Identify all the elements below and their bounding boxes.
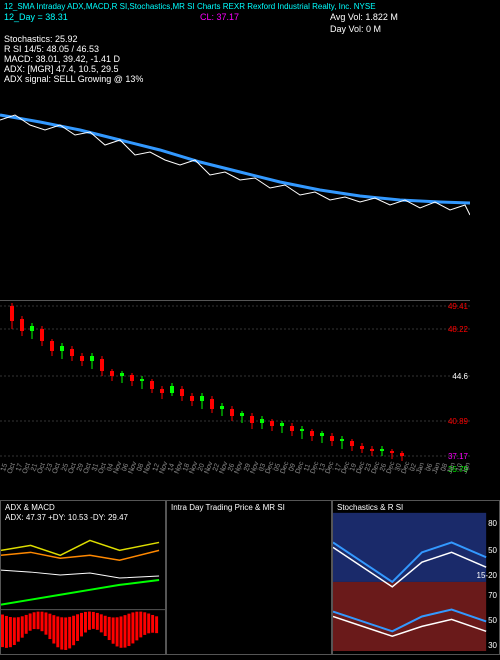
panel3-axis-label: 50 bbox=[488, 616, 497, 625]
panel3-axis-label: 70 bbox=[488, 591, 497, 600]
bottom-panels: ADX & MACD ADX: 47.37 +DY: 10.53 -DY: 29… bbox=[0, 500, 500, 655]
avgvol-label: Avg Vol: 1.822 M bbox=[330, 12, 398, 22]
stoch-label: Stochastics: 25.92 bbox=[4, 34, 78, 44]
panel2-title: Intra Day Trading Price & MR SI bbox=[171, 503, 285, 512]
panel3-axis-label: 80 bbox=[488, 519, 497, 528]
price-level-label: 49.41 bbox=[448, 302, 468, 311]
price-line-chart bbox=[0, 110, 470, 270]
cl-label: CL: 37.17 bbox=[200, 12, 239, 22]
stoch-rsi-panel: Stochastics & R SI 80 50 15-20 70 50 30 bbox=[332, 500, 500, 655]
legend-row: 12_SMA Intraday ADX,MACD,R SI,Stochastic… bbox=[4, 2, 376, 11]
adx-macd-panel: ADX & MACD ADX: 47.37 +DY: 10.53 -DY: 29… bbox=[0, 500, 166, 655]
panel1-title: ADX & MACD bbox=[5, 503, 55, 512]
price-level-label: 44.6 bbox=[452, 372, 468, 381]
panel3-axis-label: 30 bbox=[488, 641, 497, 650]
date-axis: 15 Oct17 Oct21 Oct23 Oct25 Oct29 Oct31 O… bbox=[0, 470, 470, 485]
sma-label: 12_Day = 38.31 bbox=[4, 12, 68, 22]
panel3-axis-label: 15-20 bbox=[477, 571, 497, 580]
macd-label: MACD: 38.01, 39.42, -1.41 D bbox=[4, 54, 120, 64]
price-level-label: 40.89 bbox=[448, 417, 468, 426]
price-level-label: 48.22 bbox=[448, 325, 468, 334]
panel3-title: Stochastics & R SI bbox=[337, 503, 403, 512]
rsi-label: R SI 14/5: 48.05 / 46.53 bbox=[4, 44, 99, 54]
adx2-label: ADX signal: SELL Growing @ 13% bbox=[4, 74, 143, 84]
candle-chart: 49.4148.2244.640.8937.1735.79 bbox=[0, 300, 470, 471]
adx1-label: ADX: [MGR] 47.4, 10.5, 29.5 bbox=[4, 64, 119, 74]
panel1-subtitle: ADX: 47.37 +DY: 10.53 -DY: 29.47 bbox=[5, 513, 128, 522]
panel3-axis-label: 50 bbox=[488, 546, 497, 555]
dayvol-label: Day Vol: 0 M bbox=[330, 24, 381, 34]
intraday-panel: Intra Day Trading Price & MR SI bbox=[166, 500, 332, 655]
